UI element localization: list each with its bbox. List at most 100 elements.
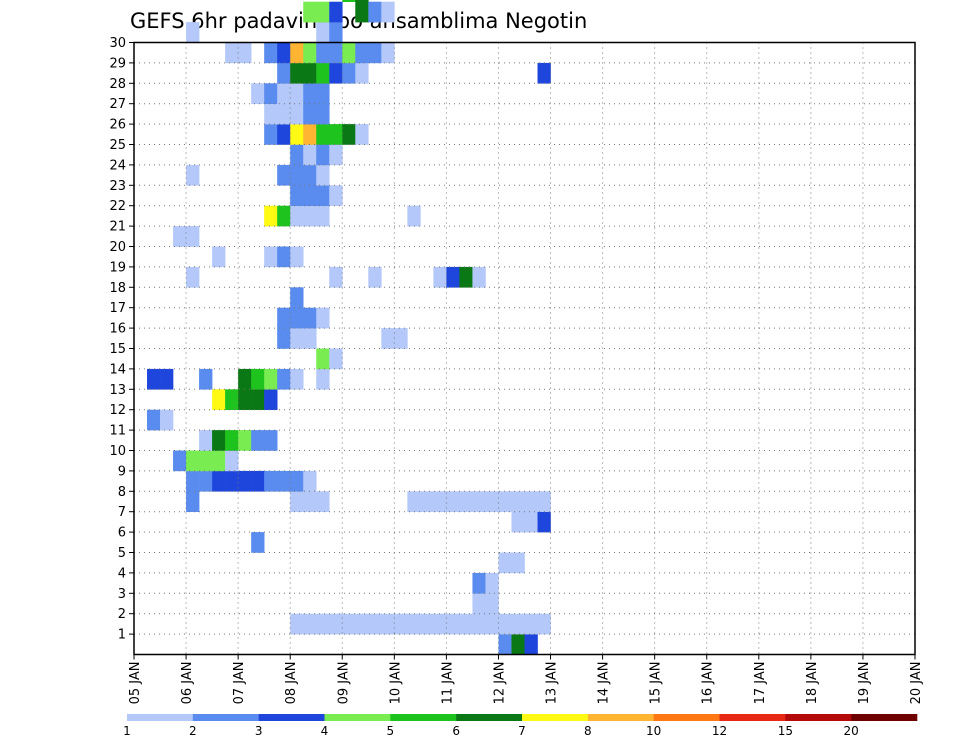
- heatmap-cell: [316, 1, 330, 23]
- heatmap-cell: [303, 613, 317, 635]
- y-tick-label: 3: [118, 587, 126, 602]
- heatmap-cell: [420, 491, 434, 512]
- heatmap-cell: [303, 1, 317, 23]
- heatmap-cell: [472, 266, 486, 288]
- heatmap-cell: [316, 42, 330, 64]
- colorbar-swatch: [851, 714, 918, 721]
- heatmap-cell: [355, 124, 369, 145]
- colorbar-label: 20: [844, 724, 859, 738]
- colorbar-label: 8: [584, 724, 592, 738]
- y-tick-label: 14: [109, 362, 126, 377]
- heatmap-cell: [290, 368, 304, 390]
- y-tick-label: 20: [109, 240, 126, 255]
- y-tick-label: 27: [109, 97, 126, 112]
- colorbar-swatch: [258, 714, 325, 721]
- y-tick-label: 10: [109, 444, 126, 459]
- heatmap-cell: [199, 470, 213, 492]
- heatmap-cell: [147, 409, 161, 431]
- heatmap-cell: [290, 613, 304, 635]
- colorbar-swatch: [390, 714, 457, 721]
- heatmap-cell: [290, 246, 304, 268]
- heatmap-cell: [238, 389, 252, 410]
- heatmap-cell: [225, 42, 239, 64]
- heatmap-cell: [485, 613, 499, 635]
- heatmap-cell: [459, 613, 473, 635]
- heatmap-cell: [511, 634, 525, 655]
- heatmap-cell: [524, 634, 538, 655]
- heatmap-cell: [199, 368, 213, 390]
- heatmap-cell: [316, 62, 330, 84]
- heatmap-cell: [368, 266, 382, 288]
- heatmap-cell: [524, 511, 538, 533]
- heatmap-cell: [277, 164, 291, 186]
- y-tick-label: 21: [109, 220, 126, 235]
- heatmap-cell: [524, 491, 538, 512]
- y-tick-label: 22: [109, 199, 126, 214]
- heatmap-cell: [316, 491, 330, 512]
- y-tick-label: 9: [118, 464, 126, 479]
- heatmap-cell: [277, 205, 291, 227]
- x-tick-label: 08 JAN: [284, 662, 299, 705]
- heatmap-cell: [225, 430, 239, 451]
- heatmap-cell: [186, 22, 200, 43]
- heatmap-cell: [264, 389, 278, 410]
- heatmap-cell: [277, 83, 291, 104]
- colorbar-label: 7: [518, 724, 526, 738]
- y-tick-label: 2: [118, 607, 126, 622]
- heatmap-cell: [316, 368, 330, 390]
- heatmap-cell: [303, 42, 317, 64]
- heatmap-cell: [498, 613, 512, 635]
- heatmap-cell: [251, 532, 265, 553]
- colorbar-swatch: [324, 714, 391, 721]
- heatmap-cell: [303, 470, 317, 492]
- heatmap-cell: [303, 491, 317, 512]
- heatmap-cell: [147, 368, 161, 390]
- x-tick-label: 07 JAN: [232, 662, 247, 705]
- x-tick-label: 16 JAN: [701, 662, 716, 705]
- heatmap-cell: [316, 103, 330, 125]
- heatmap-cell: [264, 246, 278, 268]
- heatmap-cell: [459, 266, 473, 288]
- heatmap-cell: [264, 103, 278, 125]
- heatmap-cell: [342, 62, 356, 84]
- heatmap-cell: [290, 185, 304, 206]
- y-tick-label: 7: [118, 505, 126, 520]
- heatmap-cell: [238, 470, 252, 492]
- heatmap-cell: [225, 389, 239, 410]
- heatmap-cell: [316, 164, 330, 186]
- y-tick-label: 23: [109, 179, 126, 194]
- heatmap-cell: [303, 205, 317, 227]
- heatmap-cell: [186, 226, 200, 247]
- x-tick-label: 06 JAN: [180, 662, 195, 705]
- heatmap-cell: [472, 593, 486, 614]
- heatmap-cell: [290, 144, 304, 166]
- heatmap-cell: [472, 572, 486, 594]
- colorbar-swatch: [785, 714, 852, 721]
- heatmap-cell: [368, 42, 382, 64]
- y-tick-label: 5: [118, 546, 126, 561]
- heatmap-cell: [225, 470, 239, 492]
- heatmap-cell: [329, 144, 343, 166]
- colorbar-label: 12: [712, 724, 727, 738]
- heatmap-cell: [199, 450, 213, 472]
- heatmap-cell: [186, 491, 200, 512]
- heatmap-cell: [498, 552, 512, 574]
- y-tick-label: 1: [118, 628, 126, 643]
- x-tick-label: 15 JAN: [649, 662, 664, 705]
- heatmap-cell: [290, 307, 304, 329]
- heatmap-cell: [277, 103, 291, 125]
- heatmap-cell: [329, 348, 343, 370]
- heatmap-cell: [225, 450, 239, 472]
- heatmap-cell: [277, 368, 291, 390]
- heatmap-cell: [433, 613, 447, 635]
- heatmap-cell: [342, 42, 356, 64]
- heatmap-cell: [264, 430, 278, 451]
- heatmap-cell: [264, 205, 278, 227]
- heatmap-cell: [316, 613, 330, 635]
- heatmap-cell: [368, 1, 382, 23]
- heatmap-cell: [368, 613, 382, 635]
- heatmap-cell: [446, 613, 460, 635]
- heatmap-cell: [355, 613, 369, 635]
- heatmap-cell: [277, 307, 291, 329]
